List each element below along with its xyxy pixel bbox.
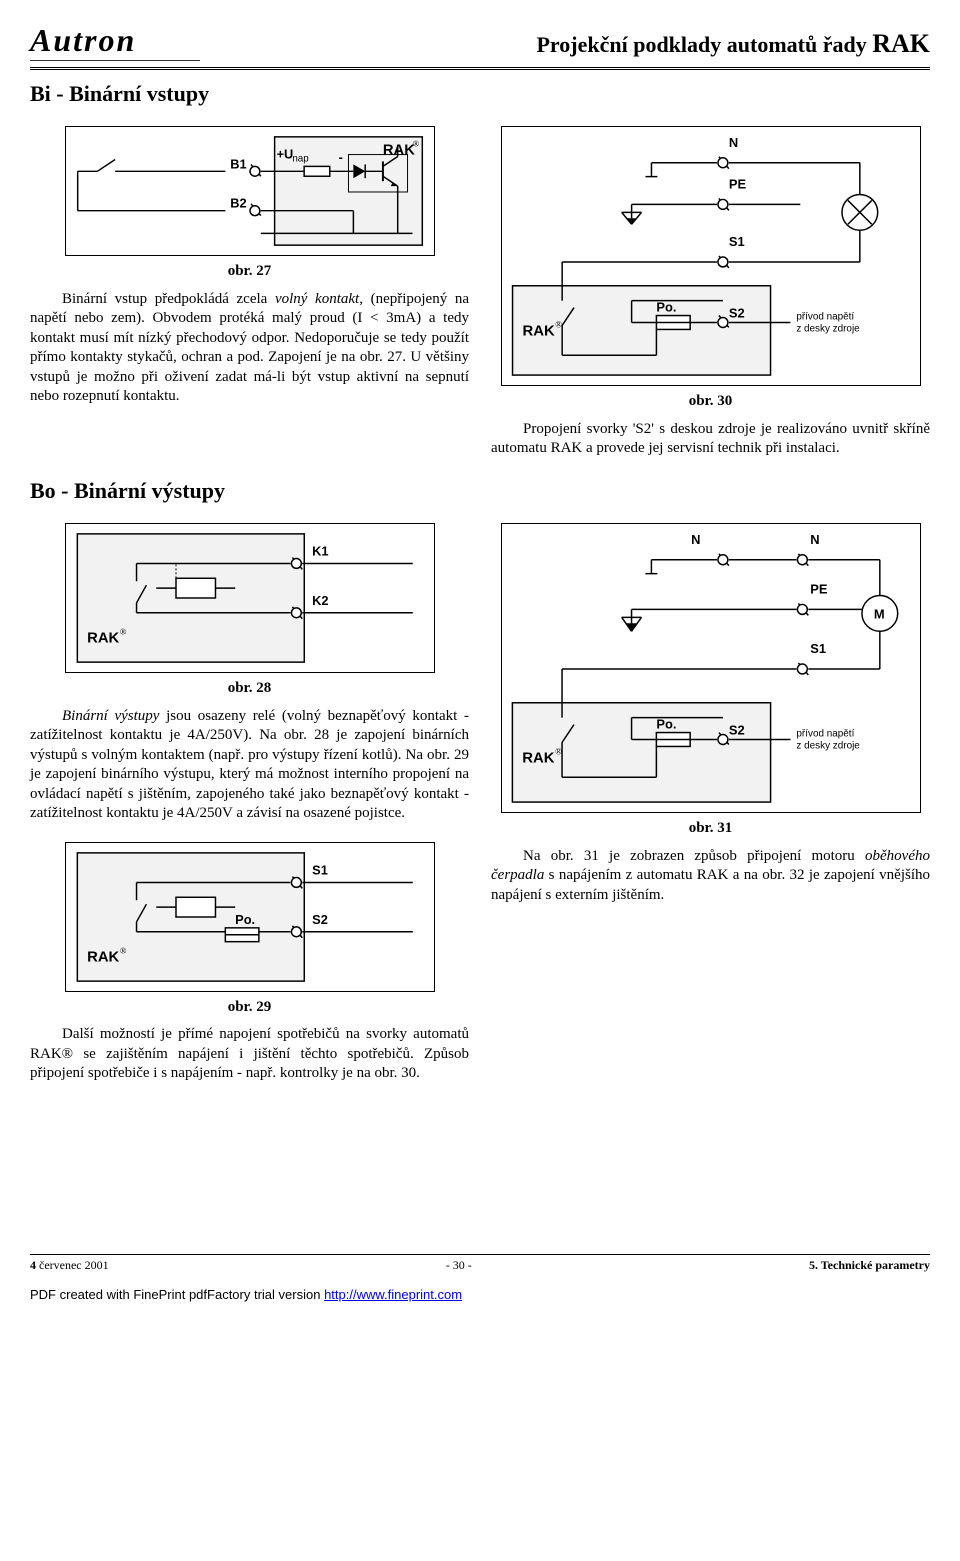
logo-block: Autron: [30, 20, 200, 61]
footer-left: 4 červenec 2001: [30, 1258, 109, 1274]
svg-text:z desky zdroje: z desky zdroje: [796, 324, 860, 335]
svg-text:+U: +U: [276, 147, 293, 162]
figure-28-diagram: RAK ® K1 K2: [65, 523, 435, 673]
page-header: Autron Projekční podklady automatů řady …: [30, 20, 930, 70]
figure-27-diagram: RAK ® B1 +U nap -: [65, 126, 435, 256]
svg-text:K1: K1: [312, 544, 328, 559]
svg-text:B2: B2: [230, 196, 246, 211]
svg-text:přívod napětí: přívod napětí: [796, 312, 854, 323]
svg-text:RAK: RAK: [522, 324, 554, 340]
para-27: Binární vstup předpokládá zcela volný ko…: [30, 290, 469, 407]
para-31: Na obr. 31 je zobrazen způsob připojení …: [491, 847, 930, 906]
svg-text:M: M: [873, 607, 884, 622]
pdf-creation-note: PDF created with FinePrint pdfFactory tr…: [30, 1287, 930, 1304]
figure-30-caption: obr. 30: [491, 392, 930, 412]
svg-text:Po.: Po.: [656, 300, 676, 315]
svg-text:RAK: RAK: [522, 751, 554, 767]
para-27-a: Binární vstup předpokládá zcela: [62, 291, 275, 307]
svg-text:nap: nap: [292, 154, 309, 165]
svg-text:S2: S2: [728, 306, 744, 321]
para-31-a: Na obr. 31 je zobrazen způsob připojení …: [523, 848, 865, 864]
figure-29-caption: obr. 29: [30, 998, 469, 1018]
para-27-italic: volný kontakt: [275, 291, 359, 307]
section-bi-title: Bi - Binární vstupy: [30, 80, 930, 109]
svg-text:PE: PE: [728, 177, 746, 192]
col-left-1: RAK ® B1 +U nap -: [30, 122, 469, 469]
para-29: Další možností je přímé napojení spotřeb…: [30, 1025, 469, 1084]
svg-text:S2: S2: [312, 912, 328, 927]
svg-text:Po.: Po.: [235, 912, 255, 927]
svg-text:®: ®: [412, 139, 419, 149]
svg-text:S1: S1: [728, 234, 744, 249]
col-right-1: RAK ® N PE S1: [491, 122, 930, 469]
svg-text:N: N: [691, 532, 700, 547]
page-footer: 4 červenec 2001 - 30 - 5. Technické para…: [30, 1254, 930, 1274]
pdf-note-prefix: PDF created with FinePrint pdfFactory tr…: [30, 1287, 324, 1302]
svg-text:®: ®: [555, 320, 562, 330]
pdf-note-link[interactable]: http://www.fineprint.com: [324, 1287, 462, 1302]
svg-text:B1: B1: [230, 157, 246, 172]
row-2: RAK ® K1 K2 obr. 28 Binární v: [30, 519, 930, 1094]
footer-left-text: červenec 2001: [36, 1258, 109, 1272]
section-bo-title: Bo - Binární výstupy: [30, 477, 930, 506]
svg-text:N: N: [810, 532, 819, 547]
logo: Autron: [30, 20, 200, 62]
figure-31-diagram: RAK ® N N PE S1 M: [501, 523, 921, 813]
para-31-b: s napájením z automatu RAK a na obr. 32 …: [491, 867, 930, 903]
para-28-b: jsou osazeny relé (volný beznapěťový kon…: [30, 708, 469, 822]
figure-30-diagram: RAK ® N PE S1: [501, 126, 921, 386]
footer-page: - 30 -: [446, 1258, 472, 1274]
row-1: RAK ® B1 +U nap -: [30, 122, 930, 469]
svg-text:-: -: [338, 150, 342, 165]
svg-text:®: ®: [119, 945, 126, 955]
para-30: Propojení svorky 'S2' s deskou zdroje je…: [491, 420, 930, 459]
title-prefix: Projekční podklady automatů řady: [536, 32, 872, 57]
svg-text:RAK: RAK: [382, 143, 414, 159]
svg-text:N: N: [728, 135, 737, 150]
svg-text:z desky zdroje: z desky zdroje: [796, 741, 860, 752]
svg-text:®: ®: [119, 627, 126, 637]
figure-27-caption: obr. 27: [30, 262, 469, 282]
svg-text:S1: S1: [810, 641, 826, 656]
col-left-2: RAK ® K1 K2 obr. 28 Binární v: [30, 519, 469, 1094]
para-28-italic: Binární výstupy: [62, 708, 159, 724]
svg-text:PE: PE: [810, 582, 828, 597]
title-rak: RAK: [872, 29, 930, 58]
svg-text:K2: K2: [312, 593, 328, 608]
svg-text:RAK: RAK: [87, 631, 119, 647]
svg-text:Po.: Po.: [656, 717, 676, 732]
document-title: Projekční podklady automatů řady RAK: [536, 27, 930, 61]
svg-text:S2: S2: [728, 723, 744, 738]
svg-text:přívod napětí: přívod napětí: [796, 729, 854, 740]
figure-29-diagram: RAK ® S1 S2 Po.: [65, 842, 435, 992]
figure-31-caption: obr. 31: [491, 819, 930, 839]
figure-28-caption: obr. 28: [30, 679, 469, 699]
para-28: Binární výstupy jsou osazeny relé (volný…: [30, 707, 469, 824]
svg-text:S1: S1: [312, 862, 328, 877]
svg-text:®: ®: [555, 747, 562, 757]
col-right-2: RAK ® N N PE S1 M: [491, 519, 930, 1094]
para-27-b: , (nepřipojený na napětí nebo zem). Obvo…: [30, 291, 469, 405]
footer-right: 5. Technické parametry: [809, 1258, 930, 1274]
svg-text:RAK: RAK: [87, 949, 119, 965]
